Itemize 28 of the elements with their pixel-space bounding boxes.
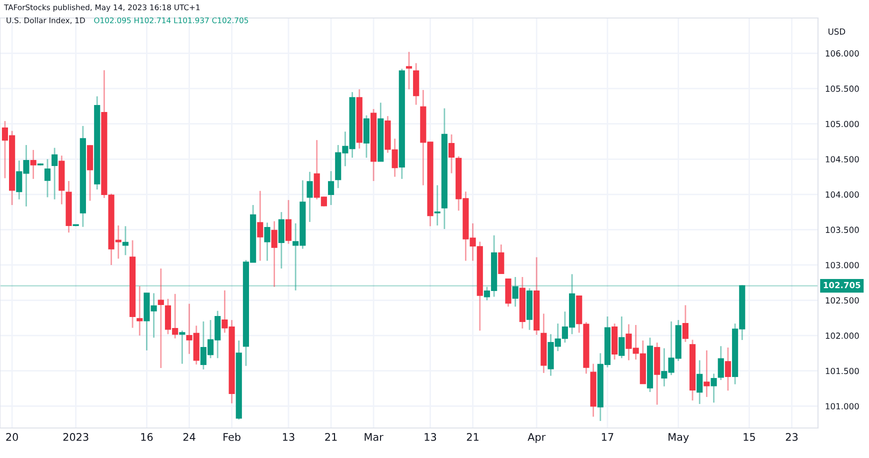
y-tick-label: 102.000	[826, 332, 859, 339]
y-tick-label: 101.000	[826, 403, 859, 410]
x-tick-label: 17	[602, 433, 614, 441]
y-tick-label: 106.000	[826, 50, 859, 57]
x-tick-label: 21	[466, 433, 478, 441]
y-tick-label: 104.000	[826, 191, 859, 198]
y-tick-label: 105.000	[826, 120, 859, 128]
x-tick-label: Feb	[224, 432, 240, 441]
x-tick-label: 21	[325, 433, 337, 441]
x-tick-label: 23	[786, 433, 798, 441]
x-tick-label: 24	[183, 433, 196, 441]
x-tick-label: 13	[424, 433, 436, 441]
x-tick-label: Apr	[528, 433, 546, 443]
y-tick-label: 104.500	[826, 156, 859, 162]
y-tick-label: 103.500	[826, 226, 859, 233]
y-axis-title: USD	[828, 28, 846, 35]
y-tick-label: 103.000	[826, 262, 859, 268]
x-tick-label: 20	[6, 433, 18, 441]
y-tick-label: 101.500	[826, 368, 859, 374]
x-tick-label: 16	[141, 433, 153, 441]
x-tick-label: 2023	[63, 433, 88, 441]
x-tick-label: 15	[744, 433, 755, 441]
x-tick-label: May	[668, 433, 689, 443]
x-tick-label: 13	[283, 433, 294, 441]
y-tick-label: 105.500	[826, 86, 859, 92]
ref-line-label: 102.705	[824, 282, 860, 288]
x-tick-label: Mar	[364, 433, 384, 441]
y-tick-label: 102.500	[826, 297, 859, 304]
